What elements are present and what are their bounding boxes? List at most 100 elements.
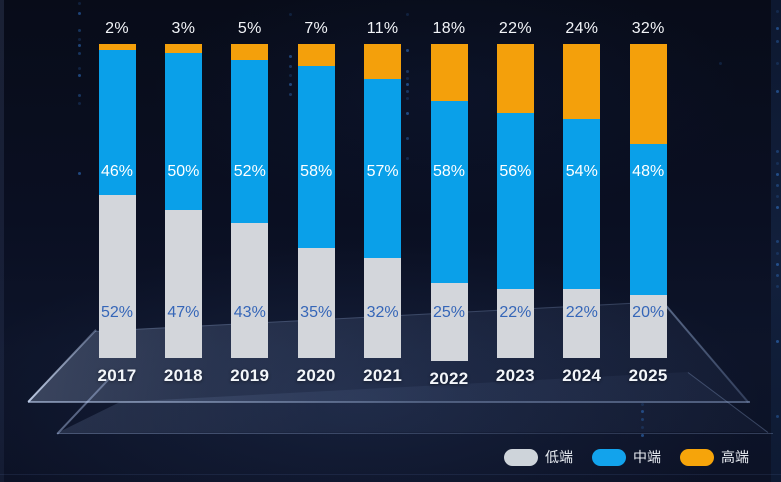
stacked-bar: 46% 52% — [98, 44, 136, 358]
segment-high-end — [164, 44, 202, 54]
decor-dot — [776, 62, 779, 65]
x-axis-label: 2022 — [429, 369, 469, 389]
decor-dot — [406, 112, 409, 115]
decor-dot — [289, 74, 292, 77]
decor-dot — [78, 38, 81, 41]
decor-dot — [78, 74, 81, 77]
high-end-value-label: 5% — [237, 20, 262, 37]
mid-range-value-label: 48% — [632, 163, 665, 180]
segment-high-end — [98, 44, 136, 51]
high-end-value-label: 3% — [171, 20, 196, 37]
high-end-value-label: 32% — [631, 20, 665, 37]
segment-low-end — [98, 194, 136, 358]
left-edge-glow — [0, 0, 4, 482]
segment-high-end — [563, 44, 601, 120]
decor-dot — [406, 97, 409, 100]
segment-mid-range — [297, 65, 335, 249]
segment-high-end — [430, 44, 468, 101]
x-axis-label: 2023 — [495, 365, 535, 385]
x-axis-label: 2025 — [628, 365, 668, 385]
decor-dot — [776, 274, 779, 277]
decor-dot — [776, 206, 779, 209]
decor-dot — [776, 40, 779, 43]
decor-dot — [78, 12, 81, 15]
x-axis-label: 2019 — [230, 365, 270, 385]
decor-dot — [776, 184, 779, 187]
segment-high-end — [231, 44, 269, 60]
decor-dot — [78, 52, 81, 55]
legend-swatch — [504, 448, 538, 466]
legend-label: 高端 — [721, 449, 749, 465]
low-end-value-label: 22% — [499, 304, 532, 321]
decor-dot — [406, 83, 409, 86]
mid-range-value-label: 52% — [233, 163, 266, 180]
decor-dot — [406, 13, 409, 16]
mid-range-value-label: 58% — [300, 163, 333, 180]
decor-dot — [776, 340, 779, 343]
legend-swatch — [680, 448, 714, 466]
low-end-value-label: 25% — [432, 304, 466, 321]
decor-dot — [289, 55, 292, 58]
decor-dot — [776, 195, 779, 198]
decor-dot — [78, 94, 81, 97]
low-end-value-label: 47% — [167, 304, 200, 321]
bar-column: 7% 58% 35% 2020 — [288, 18, 344, 386]
decor-dot — [641, 418, 644, 421]
decor-dot — [289, 93, 292, 96]
bottom-divider-line — [0, 474, 781, 475]
decor-dot — [289, 83, 292, 86]
stacked-bar: 54% 22% — [563, 44, 601, 358]
high-end-value-label: 2% — [105, 20, 129, 37]
legend-item: 高端 — [680, 447, 749, 467]
segment-low-end — [297, 248, 335, 358]
floor-edge-line — [57, 432, 773, 434]
decor-dot — [406, 157, 409, 160]
decor-dot — [78, 172, 81, 175]
segment-mid-range — [164, 53, 202, 211]
decor-dot — [776, 173, 779, 176]
stacked-bar: 56% 22% — [496, 44, 534, 358]
x-axis-label: 2020 — [296, 365, 336, 385]
x-axis-label: 2024 — [562, 365, 602, 385]
decor-dot — [289, 65, 292, 68]
decor-dot — [78, 102, 81, 105]
floor-edge-line — [28, 401, 750, 403]
segment-high-end — [496, 44, 534, 114]
segment-high-end — [629, 44, 667, 145]
high-end-value-label: 7% — [304, 20, 329, 37]
bar-column: 11% 57% 32% 2021 — [355, 18, 411, 386]
decor-dot — [78, 29, 81, 32]
decor-dot — [776, 162, 779, 165]
stacked-bar: 52% 43% — [231, 44, 269, 358]
segment-low-end — [496, 288, 534, 358]
decor-dot — [776, 27, 779, 30]
stacked-bar: 57% 32% — [364, 44, 402, 358]
bar-column: 24% 54% 22% 2024 — [554, 18, 610, 386]
decor-dot — [289, 13, 292, 16]
mid-range-value-label: 50% — [167, 163, 200, 180]
decor-dot — [641, 426, 644, 429]
mid-range-value-label: 58% — [432, 163, 466, 180]
decor-dot — [78, 2, 81, 5]
right-edge-band — [771, 0, 781, 482]
mid-range-value-label: 57% — [366, 163, 399, 180]
segment-mid-range — [563, 119, 601, 289]
x-axis-label: 2018 — [163, 365, 203, 385]
decor-dot — [776, 150, 779, 153]
segment-low-end — [563, 288, 601, 358]
chart-legend: 低端 中端 高端 — [504, 447, 749, 467]
decor-dot — [78, 67, 81, 70]
decor-dot — [776, 240, 779, 243]
segment-mid-range — [231, 59, 269, 223]
stacked-bar: 48% 20% — [629, 44, 667, 358]
legend-swatch — [592, 448, 626, 466]
segment-low-end — [629, 295, 667, 358]
decor-dot — [719, 62, 722, 65]
mid-range-value-label: 46% — [100, 163, 134, 180]
bar-column: 32% 48% 20% 2025 — [620, 18, 676, 386]
x-axis-label: 2021 — [363, 365, 403, 385]
segment-high-end — [364, 44, 402, 79]
decor-dot — [641, 434, 644, 437]
high-end-value-label: 22% — [498, 20, 532, 37]
